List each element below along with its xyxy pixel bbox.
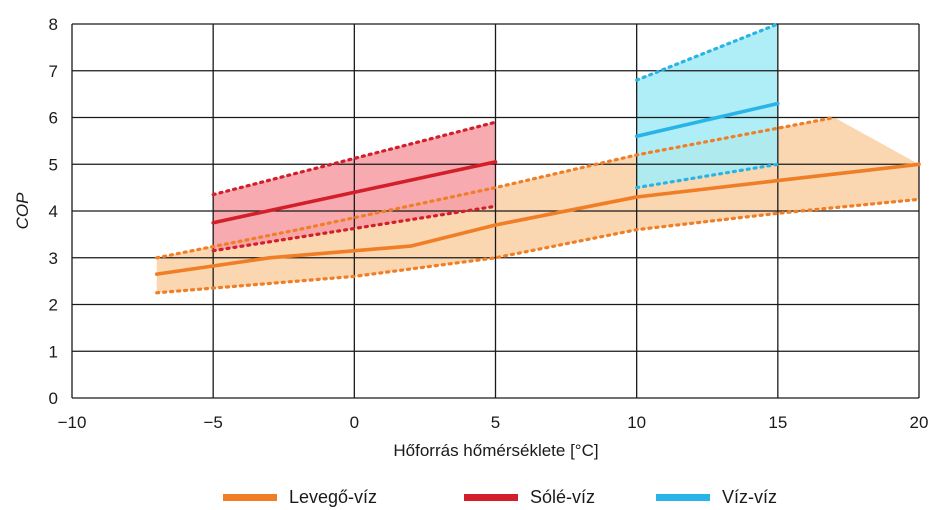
levego-viz-legend-swatch [223, 494, 277, 501]
grid-lines [71, 23, 920, 399]
x-tick-labels: −10 −5 0 5 10 15 20 [58, 413, 929, 432]
y-tick-label: 0 [49, 389, 58, 408]
x-tick-label: 10 [627, 413, 646, 432]
viz-viz-line [634, 101, 780, 138]
sole-viz-legend-swatch [464, 494, 518, 501]
viz-viz-legend-label: Víz-víz [722, 487, 777, 507]
series-lines [154, 101, 921, 276]
sole-viz-line [211, 160, 498, 225]
viz-viz-lower-bound [635, 162, 780, 190]
levego-viz-line [154, 162, 921, 276]
y-tick-label: 4 [49, 202, 58, 221]
viz-viz-legend-swatch [656, 494, 710, 501]
y-tick-labels: 0 1 2 3 4 5 6 7 8 [49, 15, 58, 408]
x-tick-label: 20 [910, 413, 929, 432]
viz-viz-upper-bound [635, 22, 780, 82]
x-tick-label: 0 [350, 413, 359, 432]
series-bands [156, 24, 919, 293]
y-tick-label: 5 [49, 155, 58, 174]
x-tick-label: 15 [768, 413, 787, 432]
y-tick-label: 7 [49, 62, 58, 81]
sole-viz-upper-bound [211, 120, 498, 197]
x-tick-label: −5 [203, 413, 222, 432]
y-tick-label: 1 [49, 342, 58, 361]
x-tick-label: −10 [58, 413, 87, 432]
viz-viz-band [636, 24, 778, 188]
levego-viz-legend-label: Levegő-víz [289, 487, 377, 507]
y-tick-label: 3 [49, 249, 58, 268]
legend: Levegő-víz Sólé-víz Víz-víz [223, 487, 777, 507]
sole-viz-legend-label: Sólé-víz [530, 487, 595, 507]
x-tick-label: 5 [491, 413, 500, 432]
y-tick-label: 8 [49, 15, 58, 34]
sole-viz-lower-bound [211, 204, 498, 253]
y-tick-label: 2 [49, 296, 58, 315]
levego-viz-upper-bound [155, 115, 836, 260]
series-bound-lines [155, 22, 921, 295]
y-tick-label: 6 [49, 109, 58, 128]
y-axis-label: COP [13, 192, 32, 230]
levego-viz-lower-bound [155, 197, 921, 295]
x-axis-label: Hőforrás hőmérséklete [°C] [393, 441, 598, 460]
